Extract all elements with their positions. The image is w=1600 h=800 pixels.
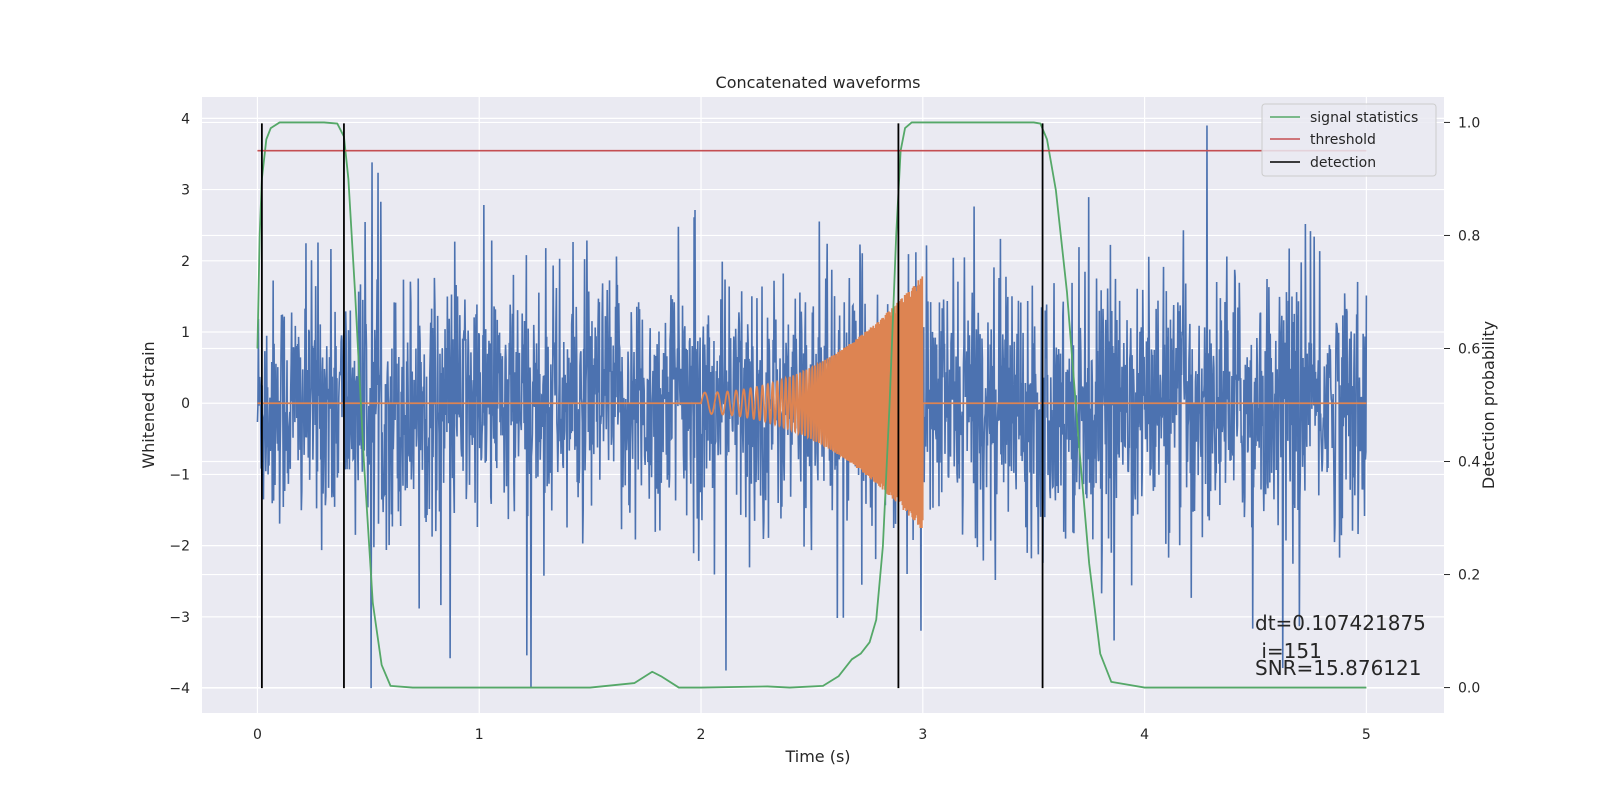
y2-tick-label: 0.0 [1458,681,1480,697]
y-tick-label: 3 [181,183,190,199]
y2-tick-label: 0.2 [1458,568,1480,584]
y2-tick-label: 0.4 [1458,455,1480,471]
x-tick-label: 4 [1140,727,1149,743]
y-tick-label: 2 [181,254,190,270]
legend: signal statistics threshold detection [1261,103,1437,177]
y-tick-label: −2 [169,539,190,555]
annotation-dt: dt=0.107421875 [1255,611,1426,635]
legend-label-detection: detection [1310,155,1376,171]
y2-axis-label: Detection probability [1479,321,1498,489]
x-axis-ticks: 0 1 2 3 4 5 [253,727,1371,743]
legend-label-threshold: threshold [1310,132,1376,148]
x-tick-label: 0 [253,727,262,743]
x-tick-label: 5 [1362,727,1371,743]
y-tick-label: 1 [181,325,190,341]
x-axis-label: Time (s) [784,747,850,766]
y2-axis-ticks: 0.0 0.2 0.4 0.6 0.8 1.0 [1444,115,1480,697]
annotation-snr: SNR=15.876121 [1255,656,1421,680]
annotation-i: i=151 [1255,639,1322,663]
series-chirp-line [257,276,1367,529]
legend-box [1261,103,1437,177]
y-axis-label: Whitened strain [139,341,158,468]
legend-label-signal-statistics: signal statistics [1310,110,1418,126]
y2-tick-label: 0.6 [1458,341,1480,357]
y-tick-label: 4 [181,111,190,127]
y-tick-label: −4 [169,681,190,697]
y2-tick-label: 0.8 [1458,228,1480,244]
series-layer [256,121,1368,689]
y-axis-ticks: −4 −3 −2 −1 0 1 2 3 4 [169,111,190,697]
y-tick-label: −1 [169,467,190,483]
y-tick-label: 0 [181,396,190,412]
x-tick-label: 1 [475,727,484,743]
y2-tick-label: 1.0 [1458,115,1480,131]
chart-title: Concatenated waveforms [716,73,921,92]
y-tick-label: −3 [169,610,190,626]
x-tick-label: 2 [697,727,706,743]
x-tick-label: 3 [918,727,927,743]
